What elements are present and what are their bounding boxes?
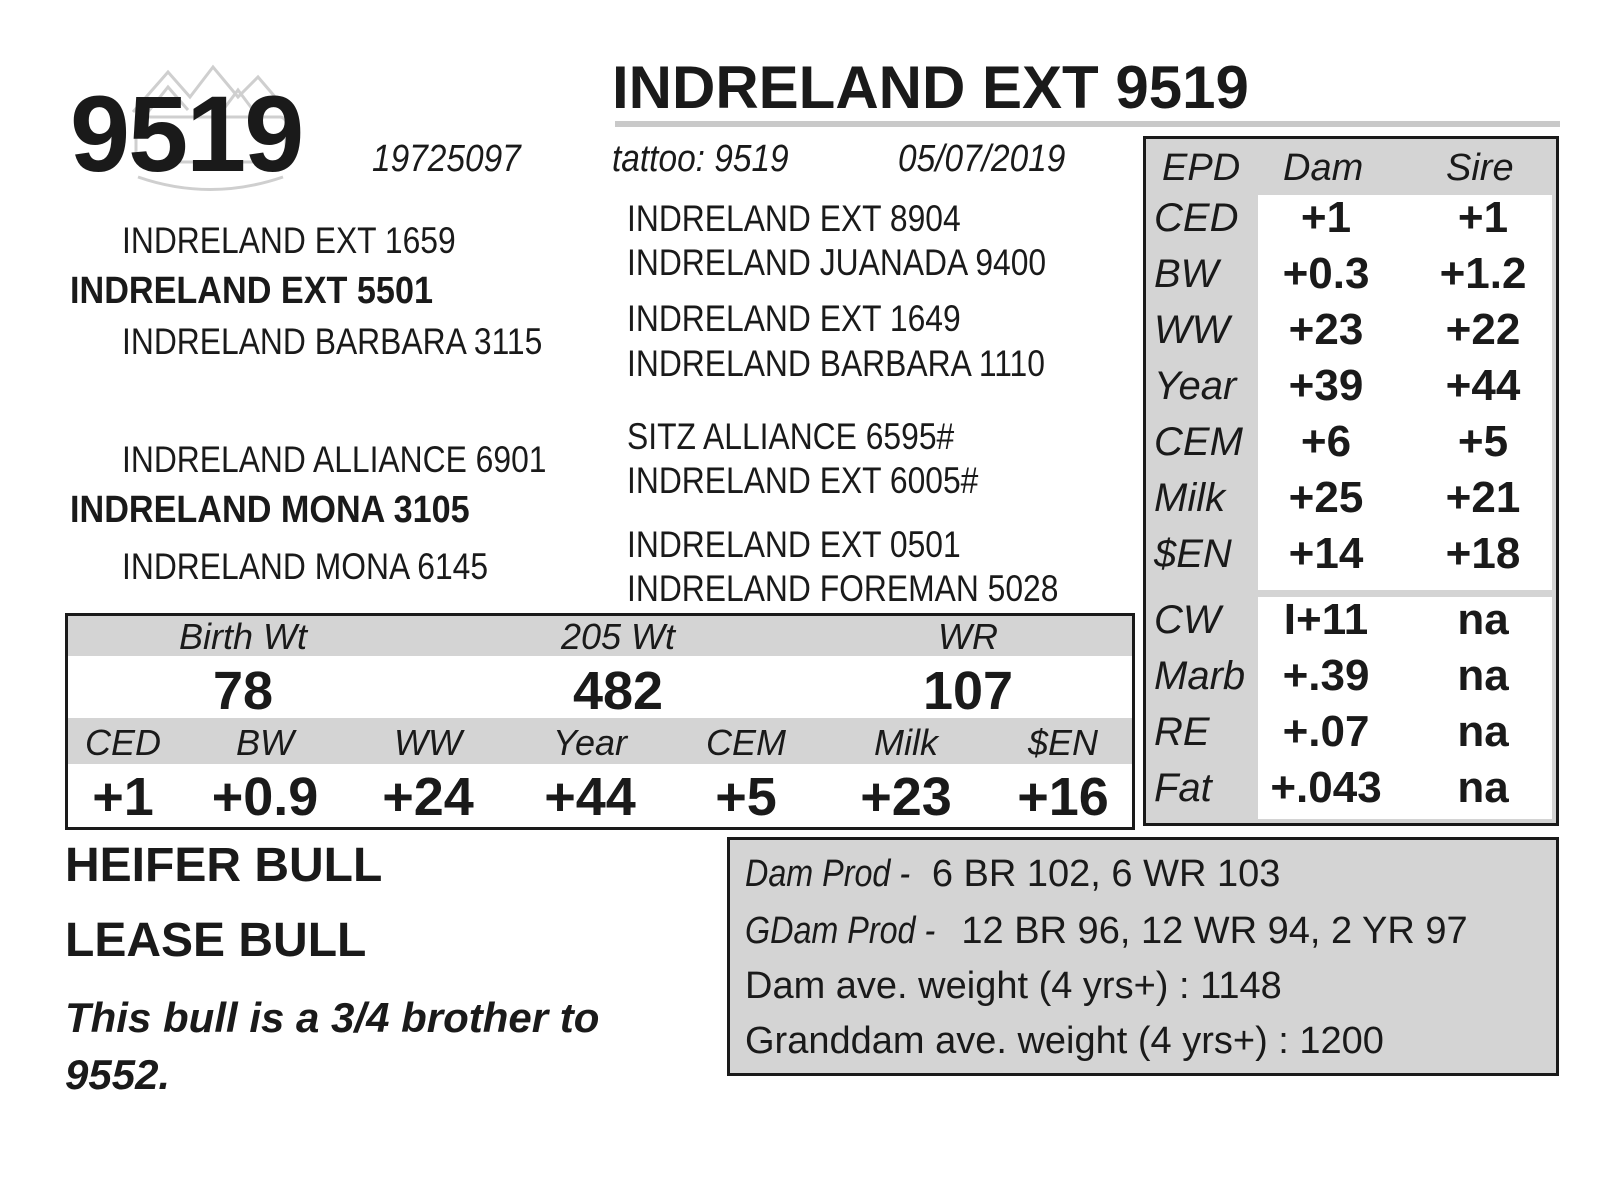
sire-epd-value: +22 bbox=[1445, 305, 1521, 354]
sire-epd-value: na bbox=[1457, 651, 1509, 700]
epd-table-row-label: Marb bbox=[1154, 654, 1246, 698]
epd-table-row-label: RE bbox=[1154, 710, 1210, 754]
epd-label: Year bbox=[552, 722, 628, 763]
epd-value: +23 bbox=[860, 767, 952, 827]
epd-table-row-label: Milk bbox=[1154, 476, 1226, 520]
pedigree-sire-sire-dam: INDRELAND JUANADA 9400 bbox=[627, 242, 1047, 283]
epd-value: +1 bbox=[92, 767, 154, 827]
ranch-mountain-logo-icon bbox=[131, 64, 290, 191]
dam-epd-value: +.043 bbox=[1270, 763, 1382, 812]
dam-epd-value: +25 bbox=[1288, 473, 1364, 522]
production-box: Dam Prod - 6 BR 102, 6 WR 103 GDam Prod … bbox=[727, 837, 1559, 1076]
dam-epd-value: +6 bbox=[1300, 417, 1352, 466]
pedigree-sire-dam-dam: INDRELAND BARBARA 1110 bbox=[627, 343, 1045, 384]
pedigree-sire-dam-sire: INDRELAND EXT 1649 bbox=[627, 298, 961, 339]
epd-value: +5 bbox=[715, 767, 777, 827]
dam-epd-value: I+11 bbox=[1283, 595, 1369, 644]
sire-epd-value: +18 bbox=[1445, 529, 1521, 578]
epd-table-row-label: Year bbox=[1154, 364, 1237, 408]
pedigree-sire-sire: INDRELAND EXT 1659 bbox=[122, 220, 456, 261]
weaning-weight-value: 482 bbox=[572, 661, 664, 721]
epd-label: Milk bbox=[874, 722, 938, 763]
dam-epd-value: +0.3 bbox=[1282, 249, 1370, 298]
pedigree-dam-dam-dam: INDRELAND FOREMAN 5028 bbox=[627, 568, 1059, 609]
pedigree-sire-dam: INDRELAND BARBARA 3115 bbox=[122, 321, 543, 362]
epd-label: $EN bbox=[1027, 722, 1099, 763]
granddam-production-line: GDam Prod - 12 BR 96, 12 WR 94, 2 YR 97 bbox=[745, 912, 1468, 950]
pedigree-dam-sire-dam: INDRELAND EXT 6005# bbox=[627, 460, 979, 501]
epd-table-row-label: CW bbox=[1154, 598, 1221, 642]
epd-label: CED bbox=[84, 722, 162, 763]
epd-table-row-label: CED bbox=[1154, 196, 1239, 240]
pedigree-sire-sire-sire: INDRELAND EXT 8904 bbox=[627, 198, 961, 239]
epd-value: +16 bbox=[1017, 767, 1109, 827]
sire-epd-value: na bbox=[1457, 707, 1509, 756]
epd-value: +44 bbox=[544, 767, 636, 827]
pedigree-dam-sire: INDRELAND ALLIANCE 6901 bbox=[122, 439, 547, 480]
epd-table-row-label: Fat bbox=[1154, 766, 1212, 810]
dam-production-line: Dam Prod - 6 BR 102, 6 WR 103 bbox=[745, 855, 1280, 893]
birth-weight-value: 78 bbox=[212, 661, 274, 721]
dam-epd-value: +14 bbox=[1288, 529, 1364, 578]
heifer-bull-badge: HEIFER BULL bbox=[65, 839, 383, 892]
birth-date: 05/07/2019 bbox=[898, 138, 1066, 180]
pedigree-dam-sire-sire: SITZ ALLIANCE 6595# bbox=[627, 416, 955, 457]
epd-row-box: CED BW WW Year CEM Milk $EN +1 +0.9 +24 … bbox=[65, 718, 1135, 830]
pedigree-dam: INDRELAND MONA 3105 bbox=[70, 489, 470, 531]
remarks-note: This bull is a 3/4 brother to 9552. bbox=[65, 994, 600, 1098]
dam-epd-value: +.07 bbox=[1282, 707, 1370, 756]
sire-epd-value: na bbox=[1457, 595, 1509, 644]
weaning-ratio-value: 107 bbox=[922, 661, 1014, 721]
epd-table-row-label: BW bbox=[1154, 252, 1219, 296]
epd-value: +24 bbox=[382, 767, 474, 827]
epd-table-header: Dam bbox=[1283, 147, 1364, 189]
dam-epd-value: +23 bbox=[1288, 305, 1364, 354]
epd-label: CEM bbox=[706, 722, 786, 763]
weights-box: Birth Wt 205 Wt WR 78 482 107 bbox=[65, 613, 1135, 725]
granddam-average-weight: Granddam ave. weight (4 yrs+) : 1200 bbox=[745, 1020, 1384, 1062]
weight-label: Birth Wt bbox=[178, 616, 308, 657]
registration-number: 19725097 bbox=[372, 138, 521, 180]
pedigree-dam-dam: INDRELAND MONA 6145 bbox=[122, 546, 489, 587]
sire-epd-value: na bbox=[1457, 763, 1509, 812]
animal-name-title: INDRELAND EXT 9519 bbox=[612, 54, 1249, 121]
granddam-production-label: GDam Prod - bbox=[745, 910, 936, 952]
sire-epd-value: +21 bbox=[1445, 473, 1521, 522]
epd-table-row-label: $EN bbox=[1154, 532, 1232, 576]
dam-average-weight: Dam ave. weight (4 yrs+) : 1148 bbox=[745, 965, 1282, 1007]
sire-epd-value: +1 bbox=[1457, 193, 1509, 242]
epd-label: WW bbox=[394, 722, 462, 763]
tattoo: tattoo: 9519 bbox=[612, 138, 789, 180]
dam-production-value: 6 BR 102, 6 WR 103 bbox=[931, 853, 1281, 895]
pedigree-dam-dam-sire: INDRELAND EXT 0501 bbox=[627, 524, 961, 565]
epd-table-header: Sire bbox=[1446, 147, 1514, 189]
dam-epd-value: +.39 bbox=[1282, 651, 1370, 700]
parent-epd-table: EPD Dam Sire CED +1 +1 BW +0.3 +1.2 WW +23 +22 Ye… bbox=[1143, 136, 1559, 826]
granddam-production-value: 12 BR 96, 12 WR 94, 2 YR 97 bbox=[961, 910, 1468, 952]
sire-epd-value: +5 bbox=[1457, 417, 1509, 466]
dam-production-label: Dam Prod - bbox=[745, 853, 911, 895]
sire-epd-value: +1.2 bbox=[1439, 249, 1527, 298]
epd-table-header: EPD bbox=[1162, 147, 1241, 189]
epd-value: +0.9 bbox=[211, 767, 319, 827]
dam-epd-value: +39 bbox=[1288, 361, 1364, 410]
dam-epd-value: +1 bbox=[1300, 193, 1352, 242]
epd-table-row-label: CEM bbox=[1154, 420, 1243, 464]
epd-label: BW bbox=[236, 722, 294, 763]
pedigree-sire: INDRELAND EXT 5501 bbox=[70, 270, 433, 312]
title-divider bbox=[615, 121, 1560, 127]
weight-label: 205 Wt bbox=[560, 616, 676, 657]
lot-number: 9519 bbox=[70, 73, 304, 194]
sire-epd-value: +44 bbox=[1445, 361, 1521, 410]
lease-bull-badge: LEASE BULL bbox=[65, 914, 367, 967]
epd-table-row-label: WW bbox=[1154, 308, 1230, 352]
weight-label: WR bbox=[938, 616, 998, 657]
